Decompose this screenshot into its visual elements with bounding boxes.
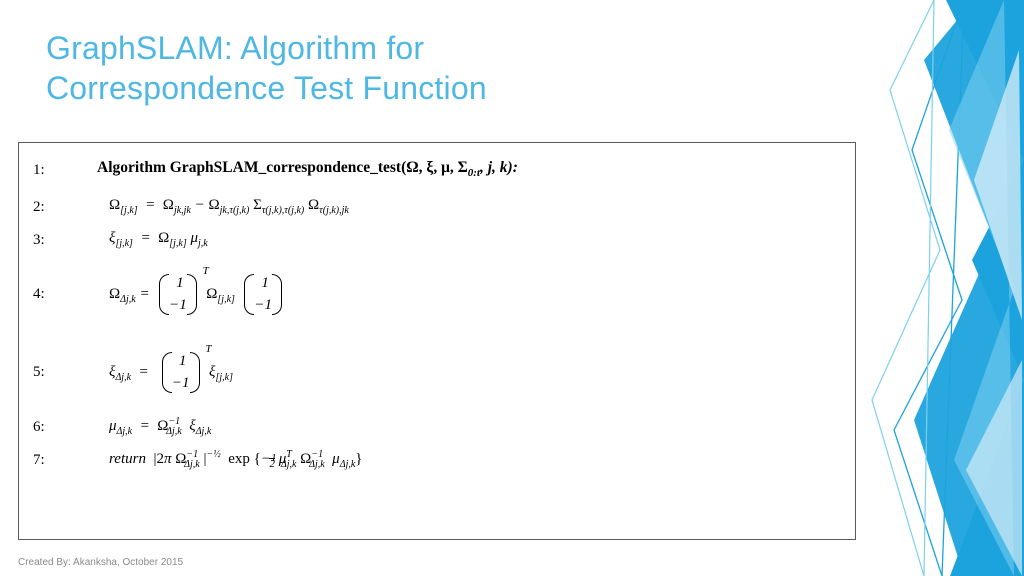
- slide-title: GraphSLAM: Algorithm for Correspondence …: [46, 28, 487, 108]
- line-number: 6:: [33, 420, 59, 435]
- line-body: ξ[j,k] = Ω[j,k] μj,k: [59, 231, 841, 249]
- line-body: return |2π Ω−1Δj,k |−½ exp {−12 μTΔj,k Ω…: [59, 450, 841, 470]
- algorithm-box: 1: Algorithm GraphSLAM_correspondence_te…: [18, 142, 856, 540]
- line-number: 2:: [33, 200, 59, 215]
- algo-line-4: 4: ΩΔj,k = 1−1 T Ω[j,k] 1−1: [33, 255, 841, 333]
- line-number: 7:: [33, 453, 59, 468]
- algo-line-5: 5: ξΔj,k = 1−1 T ξ[j,k]: [33, 333, 841, 411]
- algo-line-6: 6: μΔj,k = Ω−1Δj,k ξΔj,k: [33, 411, 841, 443]
- algo-line-2: 2: Ω[j,k] = Ωjk,jk − Ωjk,τ(j,k) Στ(j,k),…: [33, 189, 841, 225]
- slide-decoration: [854, 0, 1024, 576]
- title-line-2: Correspondence Test Function: [46, 70, 487, 106]
- slide-credit: Created By: Akanksha, October 2015: [18, 557, 183, 568]
- line-number: 5:: [33, 365, 59, 380]
- line-body: ξΔj,k = 1−1 T ξ[j,k]: [59, 350, 841, 395]
- line-number: 4:: [33, 287, 59, 302]
- line-number: 3:: [33, 233, 59, 248]
- line-body: ΩΔj,k = 1−1 T Ω[j,k] 1−1: [59, 272, 841, 317]
- algo-line-3: 3: ξ[j,k] = Ω[j,k] μj,k: [33, 225, 841, 255]
- line-body: Ω[j,k] = Ωjk,jk − Ωjk,τ(j,k) Στ(j,k),τ(j…: [59, 198, 841, 216]
- line-body: μΔj,k = Ω−1Δj,k ξΔj,k: [59, 417, 841, 437]
- title-line-1: GraphSLAM: Algorithm for: [46, 30, 424, 66]
- line-number: 1:: [33, 163, 59, 178]
- algo-line-7: 7: return |2π Ω−1Δj,k |−½ exp {−12 μTΔj,…: [33, 443, 841, 477]
- line-body: Algorithm GraphSLAM_correspondence_test(…: [59, 160, 841, 179]
- algo-line-1: 1: Algorithm GraphSLAM_correspondence_te…: [33, 151, 841, 189]
